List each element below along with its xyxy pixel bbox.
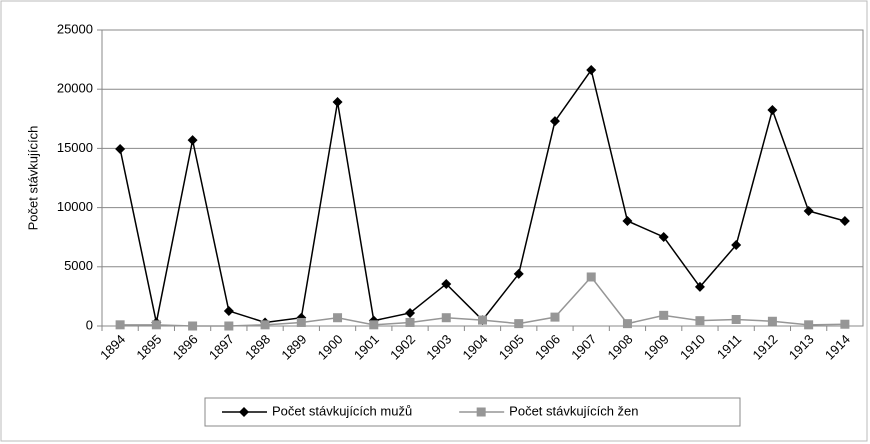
x-tick-label: 1895 [133, 332, 164, 363]
marker [694, 281, 705, 292]
legend-label: Počet stávkujících žen [509, 403, 638, 418]
marker [586, 272, 596, 282]
x-tick-label: 1907 [568, 332, 599, 363]
marker [731, 240, 742, 251]
x-tick-label: 1905 [496, 332, 527, 363]
marker [767, 105, 778, 116]
marker [550, 312, 560, 322]
x-tick-label: 1908 [605, 332, 636, 363]
x-tick-label: 1913 [786, 332, 817, 363]
marker [478, 315, 487, 325]
x-tick-label: 1899 [278, 332, 309, 363]
x-tick-label: 1909 [641, 332, 672, 363]
x-tick-label: 1897 [206, 332, 237, 363]
y-tick-label: 15000 [57, 140, 93, 155]
marker [296, 317, 306, 327]
x-tick-label: 1902 [387, 332, 418, 363]
marker [441, 313, 451, 323]
x-tick-label: 1901 [351, 332, 382, 363]
marker [804, 320, 814, 330]
marker [441, 278, 452, 289]
plot-area [101, 29, 864, 327]
marker [115, 320, 125, 330]
x-tick-label: 1903 [423, 332, 454, 363]
marker [239, 407, 249, 417]
marker [659, 310, 669, 320]
marker [405, 317, 415, 327]
marker [803, 206, 814, 217]
marker [224, 321, 234, 331]
marker [586, 65, 597, 76]
legend-label: Počet stávkujících mužů [272, 403, 412, 418]
marker [658, 231, 669, 242]
y-tick-label: 5000 [64, 258, 93, 273]
marker [476, 407, 486, 417]
marker [187, 135, 198, 146]
x-tick-label: 1906 [532, 332, 563, 363]
y-tick-label: 10000 [57, 199, 93, 214]
marker [767, 316, 777, 326]
marker [405, 307, 416, 318]
marker [332, 96, 343, 107]
marker [223, 305, 234, 316]
x-tick-label: 1911 [714, 332, 744, 362]
x-tick-label: 1904 [460, 332, 491, 363]
marker [840, 319, 850, 329]
x-tick-label: 1900 [315, 332, 346, 363]
marker [369, 320, 379, 330]
x-tick-label: 1910 [677, 332, 708, 363]
marker [549, 116, 560, 127]
y-tick-label: 0 [86, 317, 93, 332]
y-tick-label: 20000 [57, 81, 93, 96]
marker [115, 143, 126, 154]
x-tick-label: 1896 [170, 332, 201, 363]
marker [731, 314, 741, 324]
y-tick-label: 25000 [57, 21, 93, 36]
marker [151, 320, 161, 330]
legend: Počet stávkujících mužů Počet stávkujícíc… [204, 397, 741, 427]
marker [622, 215, 633, 226]
marker [333, 313, 343, 323]
marker [695, 316, 705, 326]
series-line [119, 68, 846, 324]
x-tick-label: 1912 [749, 332, 780, 363]
y-axis-label: Počet stávkujících [25, 126, 40, 231]
marker [260, 320, 270, 330]
x-tick-label: 1914 [822, 332, 853, 363]
x-tick-label: 1894 [97, 332, 128, 363]
marker [622, 319, 632, 329]
marker [188, 321, 198, 331]
marker [513, 268, 524, 279]
marker [839, 215, 850, 226]
x-tick-label: 1898 [242, 332, 273, 363]
marker [514, 319, 524, 329]
